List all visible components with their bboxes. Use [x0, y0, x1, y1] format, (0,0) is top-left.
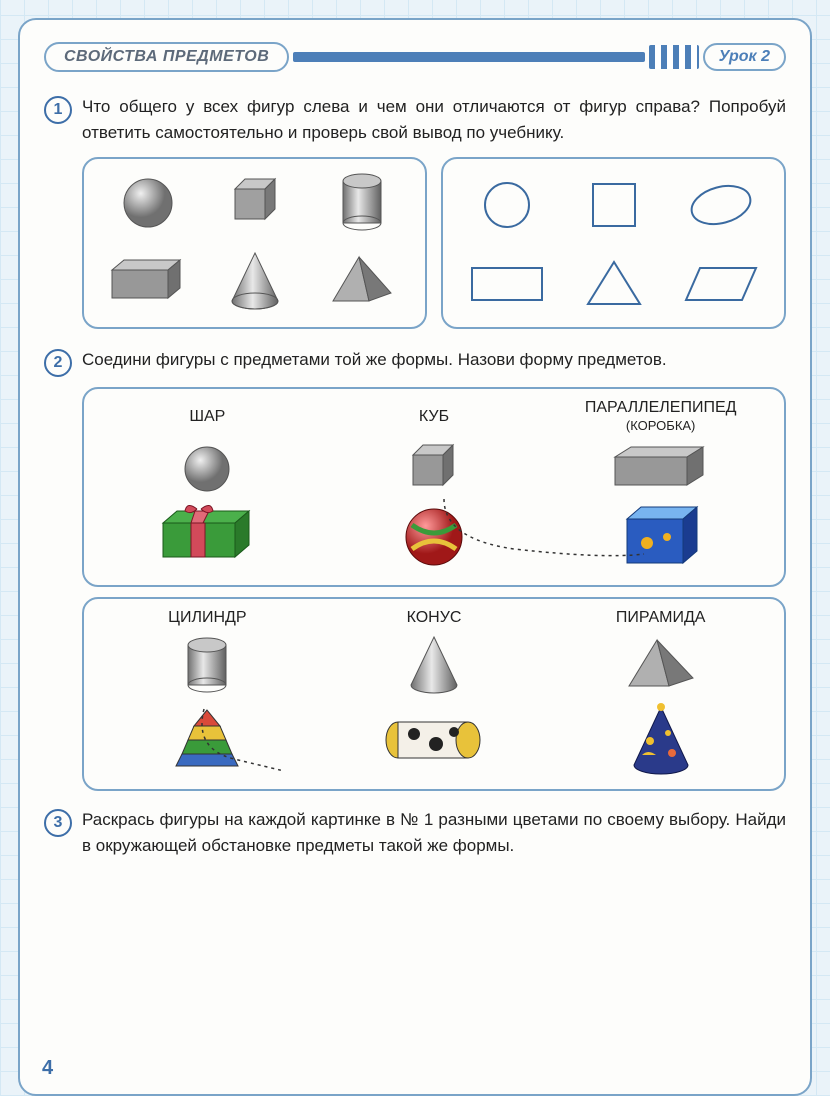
flats-box — [441, 157, 786, 329]
lesson-label: Урок 2 — [703, 43, 786, 71]
aquarium-icon — [621, 503, 701, 571]
chapter-title: СВОЙСТВА ПРЕДМЕТОВ — [44, 42, 289, 72]
task-text: Что общего у всех фигур слева и чем они … — [82, 94, 786, 145]
party-hat-icon — [628, 705, 694, 775]
label-sphere: ШАР — [189, 408, 225, 426]
task-3: 3 Раскрась фигуры на каждой картинке в №… — [44, 807, 786, 858]
label-box-main: ПАРАЛЛЕЛЕПИПЕД — [585, 399, 737, 416]
cow-cylinder-icon — [384, 714, 484, 766]
label-box-sub: (КОРОБКА) — [626, 418, 695, 433]
task-2: 2 Соедини фигуры с предметами той же фор… — [44, 347, 786, 377]
cone-icon — [228, 251, 282, 313]
sphere-icon — [120, 175, 176, 231]
solids-box — [82, 157, 427, 329]
pyramid-icon — [625, 638, 697, 694]
task-number: 3 — [44, 809, 72, 837]
page-number: 4 — [42, 1057, 53, 1080]
task2-box-b: ЦИЛИНДР КОНУС ПИРАМИДА — [82, 597, 786, 791]
label-pyramid: ПИРАМИДА — [616, 609, 706, 627]
gift-box-icon — [157, 505, 257, 569]
cone-icon — [407, 635, 461, 697]
task-1: 1 Что общего у всех фигур слева и чем он… — [44, 94, 786, 145]
square-icon — [587, 178, 641, 232]
triangle-icon — [584, 258, 644, 310]
sphere-icon — [181, 443, 233, 495]
cuboid-icon — [611, 445, 711, 493]
header-bar: СВОЙСТВА ПРЕДМЕТОВ Урок 2 — [44, 38, 786, 76]
worksheet-page: СВОЙСТВА ПРЕДМЕТОВ Урок 2 1 Что общего у… — [18, 18, 812, 1096]
circle-icon — [479, 177, 535, 233]
ball-icon — [402, 505, 466, 569]
cuboid-icon — [108, 258, 188, 306]
task2-box-a: ШАР КУБ ПАРАЛЛЕЛЕПИПЕД (КОРОБКА) — [82, 387, 786, 587]
toy-pyramid-icon — [172, 708, 242, 772]
cylinder-icon — [337, 173, 387, 233]
pyramid-icon — [329, 255, 395, 309]
cube-icon — [405, 443, 463, 495]
header-hatch — [649, 45, 699, 69]
rectangle-icon — [468, 262, 546, 306]
header-rule — [293, 52, 644, 62]
label-cube: КУБ — [419, 408, 449, 426]
cube-icon — [225, 175, 285, 231]
label-box: ПАРАЛЛЕЛЕПИПЕД (КОРОБКА) — [585, 399, 737, 435]
rhombus-icon — [682, 262, 760, 306]
task-number: 1 — [44, 96, 72, 124]
task-number: 2 — [44, 349, 72, 377]
task-text: Раскрась фигуры на каждой картинке в № 1… — [82, 807, 786, 858]
task1-boxes — [82, 157, 786, 329]
cylinder-icon — [183, 637, 231, 695]
label-cone: КОНУС — [407, 609, 462, 627]
label-cylinder: ЦИЛИНДР — [168, 609, 246, 627]
task-text: Соедини фигуры с предметами той же формы… — [82, 347, 667, 377]
ellipse-icon — [687, 181, 755, 229]
